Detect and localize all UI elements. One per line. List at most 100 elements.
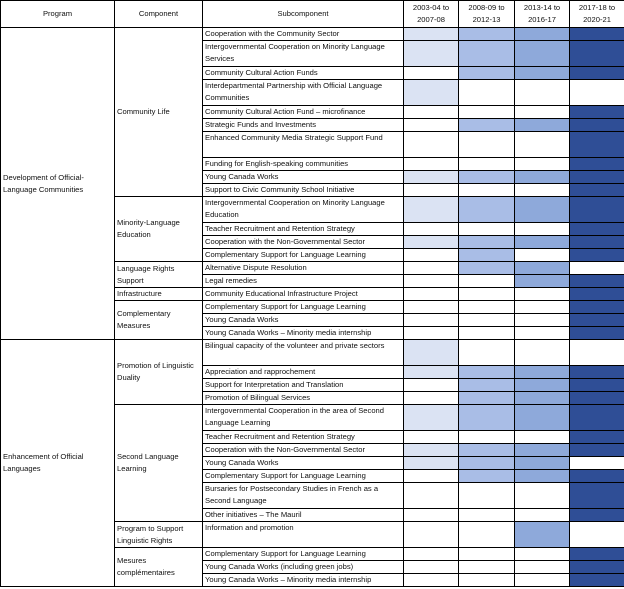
period-cell-1 xyxy=(403,287,459,301)
subcomponent-cell: Young Canada Works – Minority media inte… xyxy=(202,573,404,587)
component-cell: Community Life xyxy=(114,27,203,197)
period-cell-1 xyxy=(403,378,459,392)
period-cell-3 xyxy=(514,521,570,548)
period-cell-4 xyxy=(569,248,624,262)
subcomponent-header: Subcomponent xyxy=(202,0,404,28)
table-row: Young Canada Works – Minority media inte… xyxy=(1,326,624,340)
period-cell-4 xyxy=(569,339,624,366)
table-row: Young Canada Works (including green jobs… xyxy=(1,560,624,574)
period-cell-4 xyxy=(569,222,624,236)
period-cell-2 xyxy=(458,469,515,483)
table-row: Infrastructure Community Educational Infr… xyxy=(1,287,624,301)
period-cell-2 xyxy=(458,430,515,444)
period-cell-2 xyxy=(458,313,515,327)
period-cell-3 xyxy=(514,326,570,340)
period-cell-1 xyxy=(403,456,459,470)
period-cell-1 xyxy=(403,118,459,132)
period-cell-1 xyxy=(403,339,459,366)
subcomponent-cell: Intergovernmental Cooperation in the are… xyxy=(202,404,404,431)
period-cell-4 xyxy=(569,560,624,574)
period-cell-4 xyxy=(569,573,624,587)
period-cell-3 xyxy=(514,339,570,366)
period-cell-3 xyxy=(514,183,570,197)
period-cell-1 xyxy=(403,430,459,444)
subcomponent-cell: Cooperation with the Non-Governmental Se… xyxy=(202,443,404,457)
period-cell-1 xyxy=(403,300,459,314)
period-cell-4 xyxy=(569,66,624,80)
period-cell-3 xyxy=(514,157,570,171)
subcomponent-cell: Teacher Recruitment and Retention Strate… xyxy=(202,430,404,444)
period-cell-4 xyxy=(569,521,624,548)
period-cell-3 xyxy=(514,391,570,405)
period-cell-1 xyxy=(403,131,459,158)
period-cell-3 xyxy=(514,560,570,574)
table-row: Bursaries for Postsecondary Studies in F… xyxy=(1,482,624,509)
period-cell-3 xyxy=(514,131,570,158)
period-header-1: 2003-04 to 2007-08 xyxy=(403,0,459,28)
period-cell-4 xyxy=(569,131,624,158)
period-cell-4 xyxy=(569,430,624,444)
period-cell-2 xyxy=(458,326,515,340)
subcomponent-cell: Bilingual capacity of the volunteer and … xyxy=(202,339,404,366)
period-cell-2 xyxy=(458,79,515,106)
subcomponent-cell: Complementary Support for Language Learn… xyxy=(202,469,404,483)
period-cell-3 xyxy=(514,404,570,431)
period-cell-2 xyxy=(458,443,515,457)
period-cell-2 xyxy=(458,456,515,470)
period-cell-4 xyxy=(569,235,624,249)
table-row: Community Cultural Action Funds xyxy=(1,66,624,80)
period-cell-4 xyxy=(569,378,624,392)
table-row: Young Canada Works – Minority media inte… xyxy=(1,573,624,587)
subcomponent-cell: Young Canada Works (including green jobs… xyxy=(202,560,404,574)
period-cell-4 xyxy=(569,404,624,431)
period-cell-3 xyxy=(514,170,570,184)
subcomponent-cell: Community Cultural Action Fund – microfi… xyxy=(202,105,404,119)
period-cell-1 xyxy=(403,105,459,119)
subcomponent-cell: Teacher Recruitment and Retention Strate… xyxy=(202,222,404,236)
period-cell-3 xyxy=(514,443,570,457)
period-cell-4 xyxy=(569,40,624,67)
period-cell-4 xyxy=(569,547,624,561)
period-cell-3 xyxy=(514,118,570,132)
period-cell-1 xyxy=(403,40,459,67)
subcomponent-cell: Support for Interpretation and Translati… xyxy=(202,378,404,392)
period-cell-4 xyxy=(569,183,624,197)
period-cell-2 xyxy=(458,105,515,119)
component-cell: Minority-Language Education xyxy=(114,196,203,262)
subcomponent-cell: Intergovernmental Cooperation on Minorit… xyxy=(202,40,404,67)
period-cell-4 xyxy=(569,118,624,132)
period-cell-4 xyxy=(569,469,624,483)
program-cell: Development of Official-Language Communi… xyxy=(0,27,115,340)
period-cell-1 xyxy=(403,170,459,184)
subcomponent-cell: Appreciation and rapprochement xyxy=(202,365,404,379)
subcomponent-cell: Funding for English-speaking communities xyxy=(202,157,404,171)
table-row: Intergovernmental Cooperation on Minorit… xyxy=(1,40,624,67)
subcomponent-cell: Young Canada Works xyxy=(202,170,404,184)
period-cell-3 xyxy=(514,248,570,262)
period-cell-1 xyxy=(403,365,459,379)
period-cell-2 xyxy=(458,261,515,275)
period-cell-4 xyxy=(569,157,624,171)
period-cell-4 xyxy=(569,443,624,457)
table-row: Interdepartmental Partnership with Offic… xyxy=(1,79,624,106)
table-row: Complementary Measures Complementary Supp… xyxy=(1,300,624,340)
period-cell-4 xyxy=(569,274,624,288)
period-header-4: 2017-18 to 2020-21 xyxy=(569,0,624,28)
period-cell-2 xyxy=(458,482,515,509)
period-cell-2 xyxy=(458,287,515,301)
period-cell-2 xyxy=(458,300,515,314)
table-row: Program to Support Linguistic Rights Info… xyxy=(1,521,624,548)
subcomponent-cell: Young Canada Works xyxy=(202,456,404,470)
component-cell: Second Language Learning xyxy=(114,404,203,522)
table-row: Mesures complémentaires Complementary Sup… xyxy=(1,547,624,587)
period-cell-3 xyxy=(514,105,570,119)
period-cell-2 xyxy=(458,170,515,184)
period-header-3: 2013-14 to 2016-17 xyxy=(514,0,570,28)
period-cell-1 xyxy=(403,261,459,275)
period-cell-3 xyxy=(514,222,570,236)
period-cell-3 xyxy=(514,261,570,275)
period-cell-1 xyxy=(403,274,459,288)
subcomponent-cell: Legal remedies xyxy=(202,274,404,288)
period-cell-3 xyxy=(514,508,570,522)
